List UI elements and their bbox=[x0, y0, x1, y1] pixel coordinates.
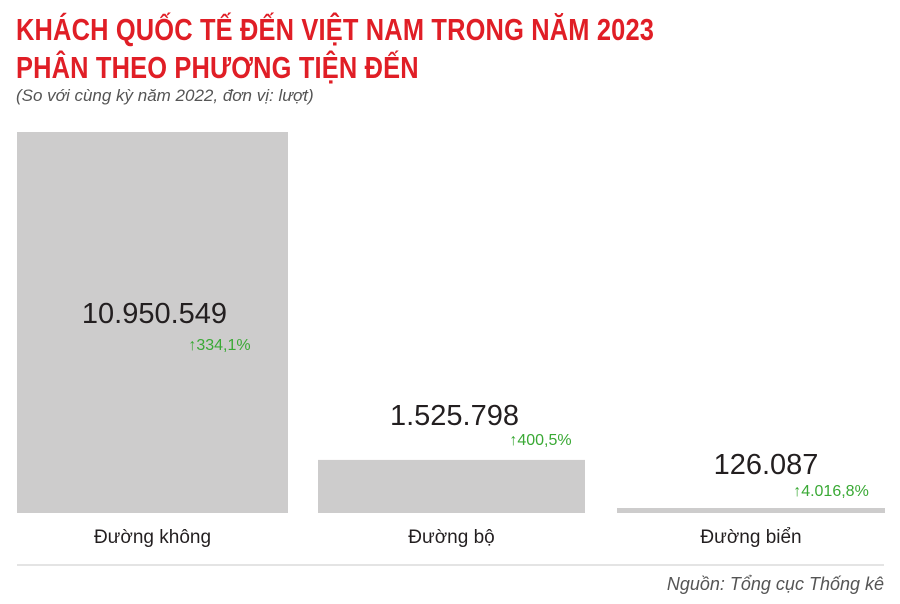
bar-2 bbox=[318, 459, 585, 513]
category-label: Đường bộ bbox=[408, 527, 494, 548]
growth-label: ↑334,1% bbox=[188, 337, 250, 354]
category-label: Đường không bbox=[94, 527, 211, 548]
chart-subtitle: (So với cùng kỳ năm 2022, đơn vị: lượt) bbox=[16, 86, 314, 105]
bar-3 bbox=[617, 508, 885, 513]
category-label: Đường biển bbox=[700, 527, 801, 548]
bar-value-label: 1.525.798 bbox=[390, 400, 519, 432]
growth-label: ↑4.016,8% bbox=[793, 483, 869, 500]
bar-1 bbox=[17, 132, 288, 513]
growth-label: ↑400,5% bbox=[509, 432, 571, 449]
chart-title-line-1: KHÁCH QUỐC TẾ ĐẾN VIỆT NAM TRONG NĂM 202… bbox=[16, 12, 655, 47]
source-note: Nguồn: Tổng cục Thống kê bbox=[666, 574, 884, 594]
bar-value-label: 10.950.549 bbox=[82, 298, 227, 330]
chart-title-line-2: PHÂN THEO PHƯƠNG TIỆN ĐẾN bbox=[16, 50, 419, 85]
bar-value-label: 126.087 bbox=[714, 449, 819, 481]
